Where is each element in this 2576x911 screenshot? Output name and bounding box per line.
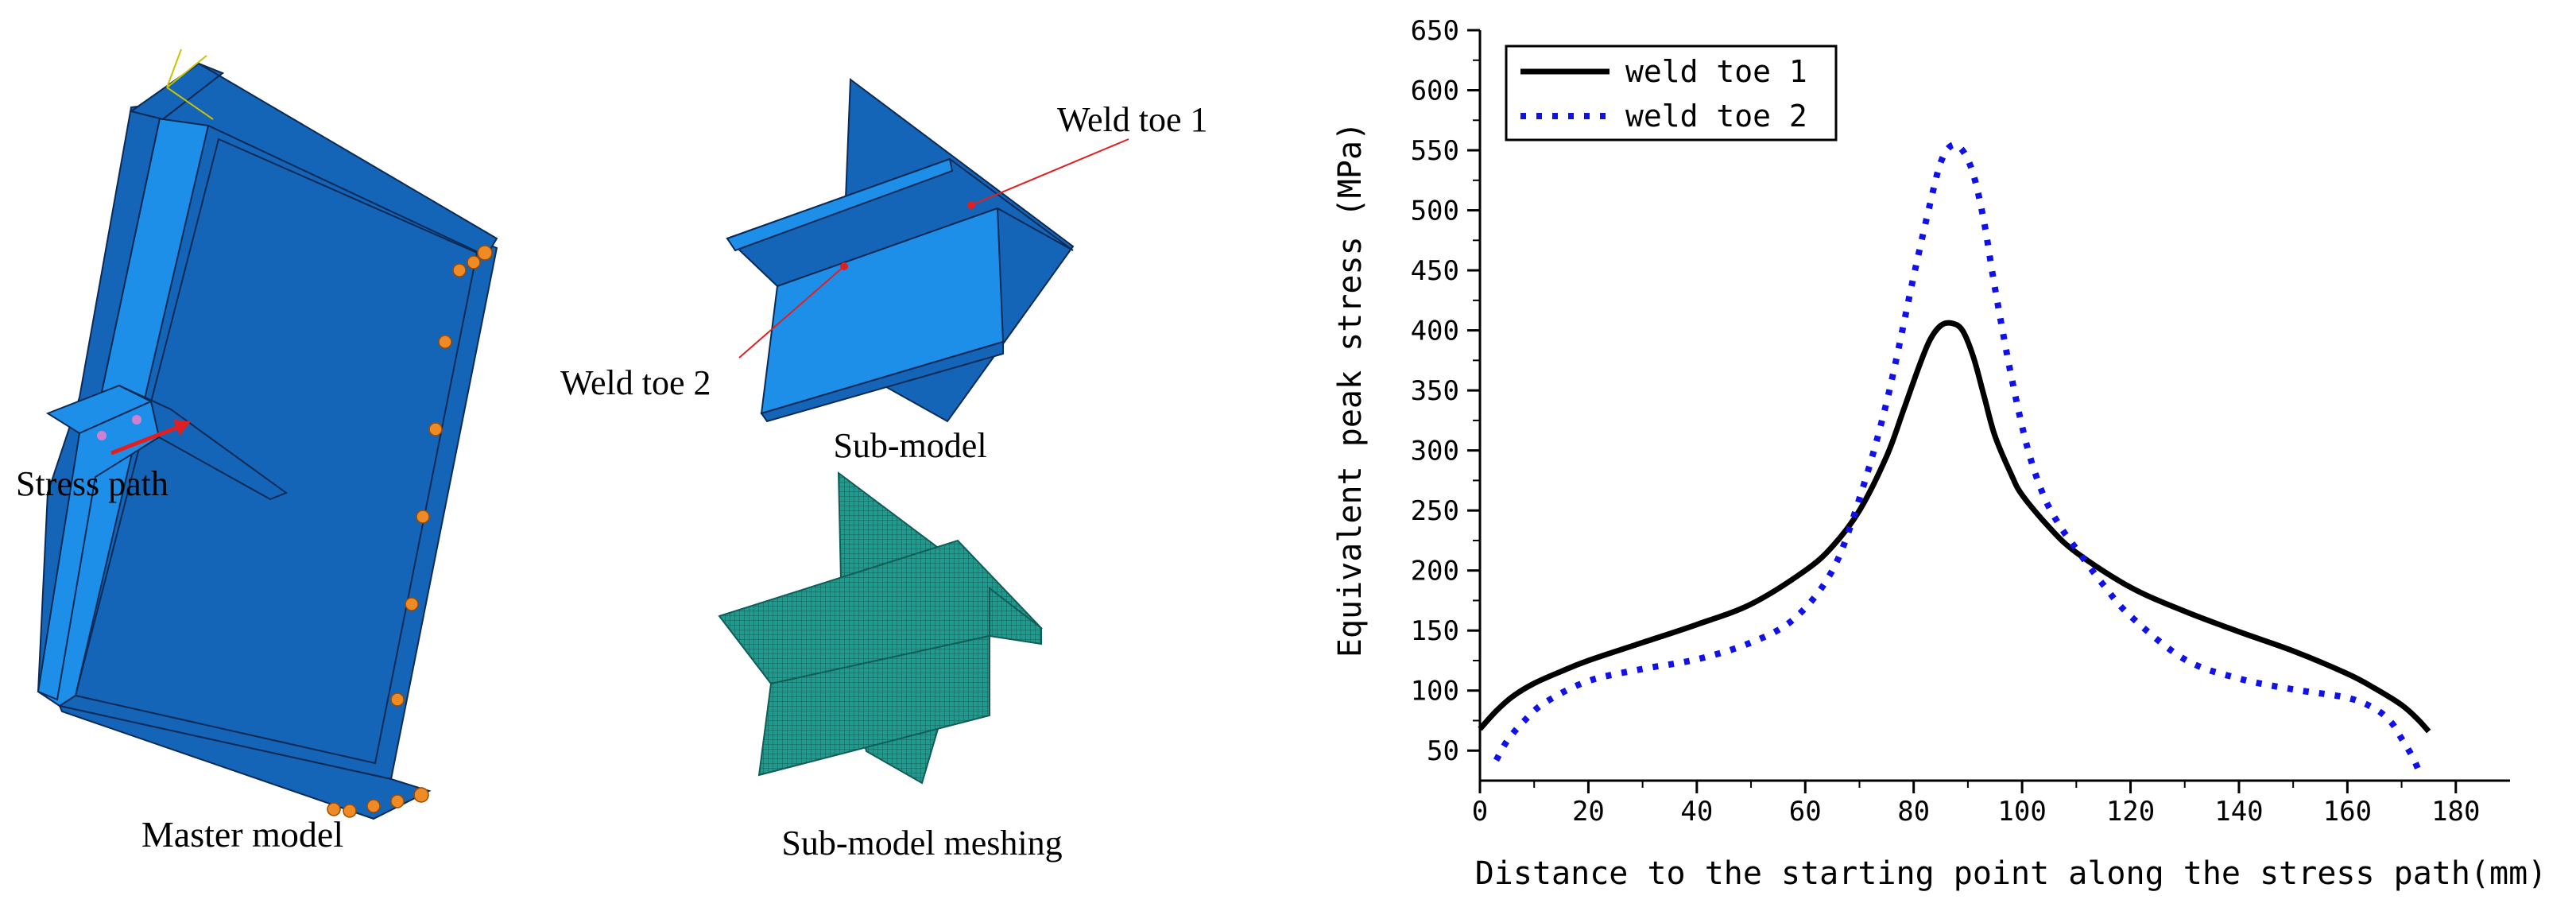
chart-series <box>1478 141 2431 770</box>
x-tick-label: 20 <box>1572 796 1605 828</box>
weld-toe-1-callout <box>970 138 1129 206</box>
stress-path-arrow <box>97 415 191 456</box>
legend-label-2: weld toe 2 <box>1625 99 1807 134</box>
sub-model-lower-face <box>760 340 1004 423</box>
y-tick-label: 150 <box>1411 615 1459 647</box>
y-tick-label: 100 <box>1411 676 1459 707</box>
master-model-label: Master model <box>141 814 343 855</box>
sub-model-flange <box>726 157 954 252</box>
master-lower-flange-face <box>37 400 161 701</box>
mesh-flange <box>989 586 1042 645</box>
weld-toe-2-callout <box>738 266 845 359</box>
y-tick-label: 200 <box>1411 556 1459 587</box>
mesh-web-face <box>757 634 990 777</box>
series-line-1 <box>1478 320 2431 734</box>
x-tick-label: 160 <box>2323 796 2372 828</box>
x-tick-label: 100 <box>1997 796 2046 828</box>
chart-axes: 0 20 40 60 80 100 120 140 160 180 50 100 150 200 250 30… <box>1411 15 2510 828</box>
x-tick-label: 80 <box>1897 796 1930 828</box>
master-top-flange <box>161 63 498 258</box>
stress-path-label: Stress path <box>16 464 169 503</box>
y-tick-label: 450 <box>1411 255 1459 287</box>
chart-legend: weld toe 1 weld toe 2 <box>1505 45 1838 141</box>
legend-label-1: weld toe 1 <box>1625 54 1807 89</box>
y-tick-label: 400 <box>1411 316 1459 347</box>
weld-toe-2-label: Weld toe 2 <box>560 363 711 402</box>
sub-model-meshing-label: Sub-model meshing <box>781 824 1062 863</box>
sub-model-label: Sub-model <box>833 426 986 465</box>
bc-markers <box>327 245 493 818</box>
series-line-2 <box>1493 141 2421 770</box>
legend-box <box>1505 45 1838 141</box>
x-tick-label: 0 <box>1472 796 1488 828</box>
x-tick-label: 180 <box>2431 796 2480 828</box>
y-tick-label: 250 <box>1411 495 1459 527</box>
x-axis-label: Distance to the starting point along the… <box>1475 855 2547 892</box>
y-tick-label: 550 <box>1411 135 1459 167</box>
y-axis-label: Equivalent peak stress (MPa) <box>1332 122 1369 657</box>
stress-chart: 0 20 40 60 80 100 120 140 160 180 50 100 150 200 250 30… <box>1332 15 2547 892</box>
axis-triad-icon <box>166 48 214 120</box>
y-tick-label: 50 <box>1427 735 1459 767</box>
y-tick-label: 500 <box>1411 196 1459 227</box>
y-tick-label: 600 <box>1411 76 1459 107</box>
x-tick-label: 60 <box>1789 796 1822 828</box>
x-tick-label: 140 <box>2214 796 2263 828</box>
sub-model-drawing: Weld toe 1 Weld toe 2 Sub-model <box>560 78 1208 465</box>
sub-model-meshing-drawing: Sub-model meshing <box>718 471 1063 863</box>
master-model-drawing: Master model Stress path <box>16 48 498 855</box>
master-web-outline <box>74 138 478 765</box>
y-tick-label: 300 <box>1411 436 1459 467</box>
y-tick-label: 650 <box>1411 15 1459 47</box>
x-tick-label: 40 <box>1680 796 1713 828</box>
y-tick-label: 350 <box>1411 375 1459 407</box>
x-tick-label: 120 <box>2106 796 2155 828</box>
weld-toe-1-label: Weld toe 1 <box>1057 100 1208 139</box>
